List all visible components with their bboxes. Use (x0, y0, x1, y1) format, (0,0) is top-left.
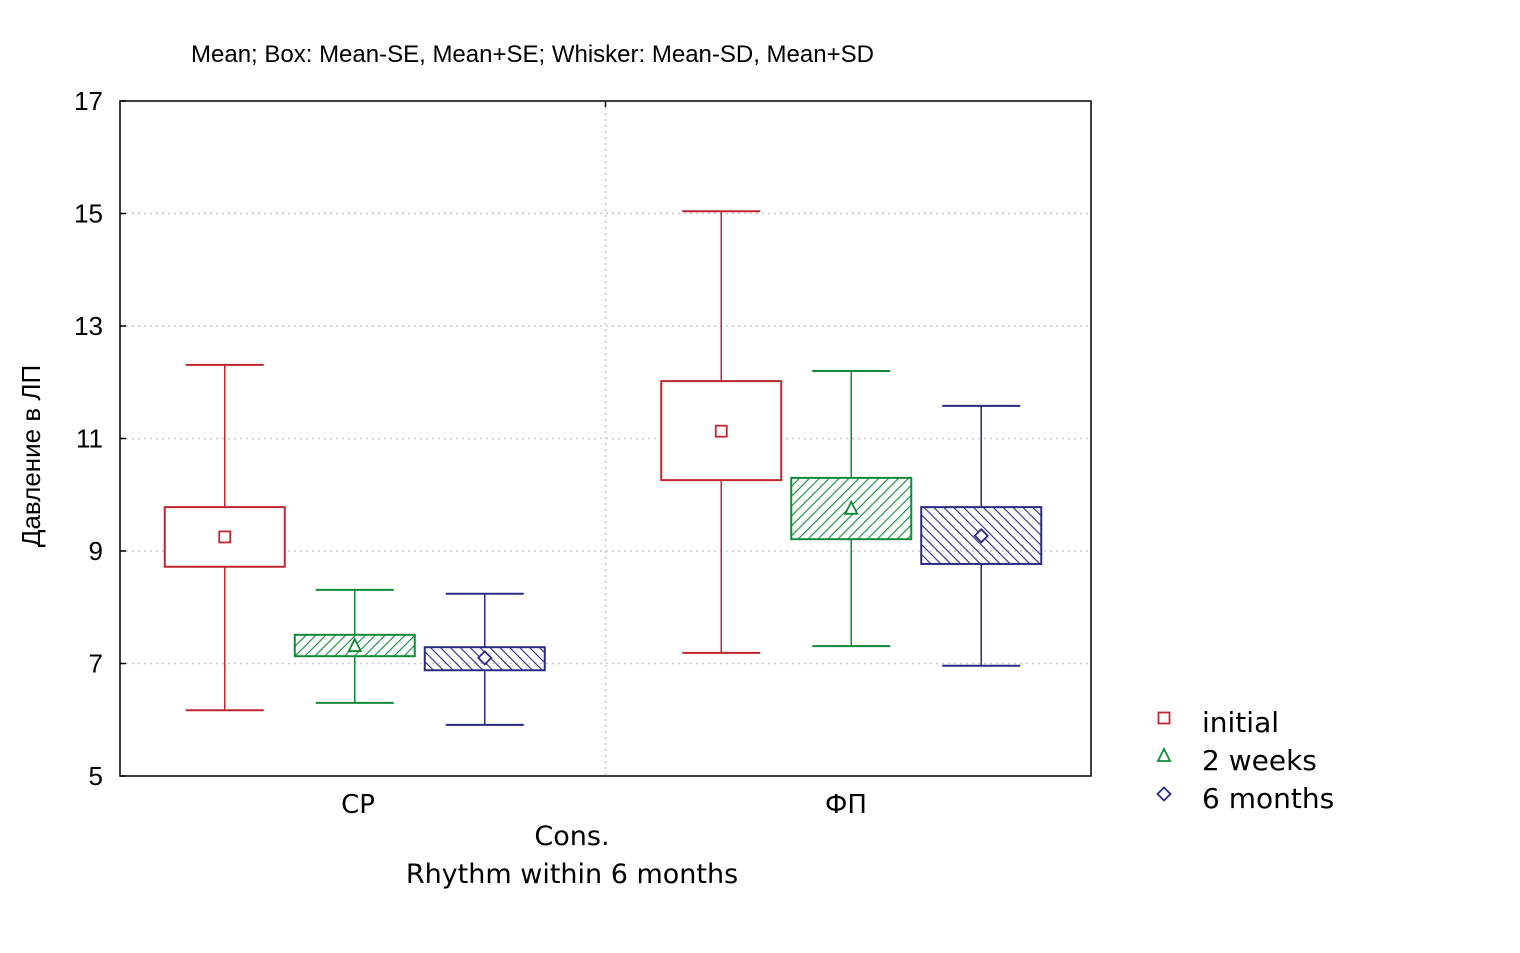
mean-marker-square (218, 530, 232, 544)
plot-frame (119, 100, 1092, 777)
mean-marker-diamond (476, 650, 493, 666)
box-se-range (660, 380, 783, 482)
legend: initial 2 weeks 6 months (1156, 706, 1334, 815)
box-initial-ФП (660, 210, 783, 654)
grid-lines (120, 101, 1091, 776)
mean-marker-triangle (843, 499, 859, 515)
box-initial-CP (163, 363, 286, 712)
y-tick-label: 7 (89, 649, 103, 679)
x-tick-label: ФП (825, 790, 867, 820)
y-tick-label: 9 (89, 536, 103, 566)
legend-label: 6 months (1202, 782, 1334, 815)
legend-marker-square (1157, 711, 1171, 725)
y-axis-ticks: 5 7 9 11 13 15 17 (74, 86, 126, 791)
mean-marker-square (714, 424, 728, 438)
mean-marker-triangle (347, 637, 363, 652)
y-tick-label: 11 (76, 424, 103, 454)
chart-title: Mean; Box: Mean-SE, Mean+SE; Whisker: Me… (191, 41, 874, 68)
legend-label: 2 weeks (1202, 744, 1317, 777)
legend-marker-triangle (1156, 746, 1172, 762)
legend-item: initial (1157, 706, 1279, 739)
legend-item: 6 months (1156, 782, 1334, 815)
legend-marker-diamond (1156, 786, 1172, 802)
mean-marker-diamond (973, 528, 990, 544)
box-6-months-ФП (920, 404, 1043, 667)
x-axis-label-line-1: Cons. (534, 821, 609, 852)
x-axis-ticks: CP ФП (341, 790, 867, 820)
box-6-months-CP (423, 592, 546, 726)
y-tick-label: 5 (89, 761, 103, 791)
y-tick-label: 17 (74, 86, 103, 116)
legend-label: initial (1202, 706, 1279, 739)
legend-item: 2 weeks (1156, 744, 1317, 777)
y-axis-label: Давление в ЛП (16, 365, 46, 547)
y-tick-label: 13 (74, 311, 103, 341)
x-axis-label-line-2: Rhythm within 6 months (406, 859, 738, 890)
box-2-weeks-CP (293, 588, 416, 704)
box-series (163, 210, 1043, 726)
y-tick-label: 15 (74, 199, 103, 229)
x-tick-label: CP (341, 790, 375, 820)
box-2-weeks-ФП (790, 370, 913, 648)
